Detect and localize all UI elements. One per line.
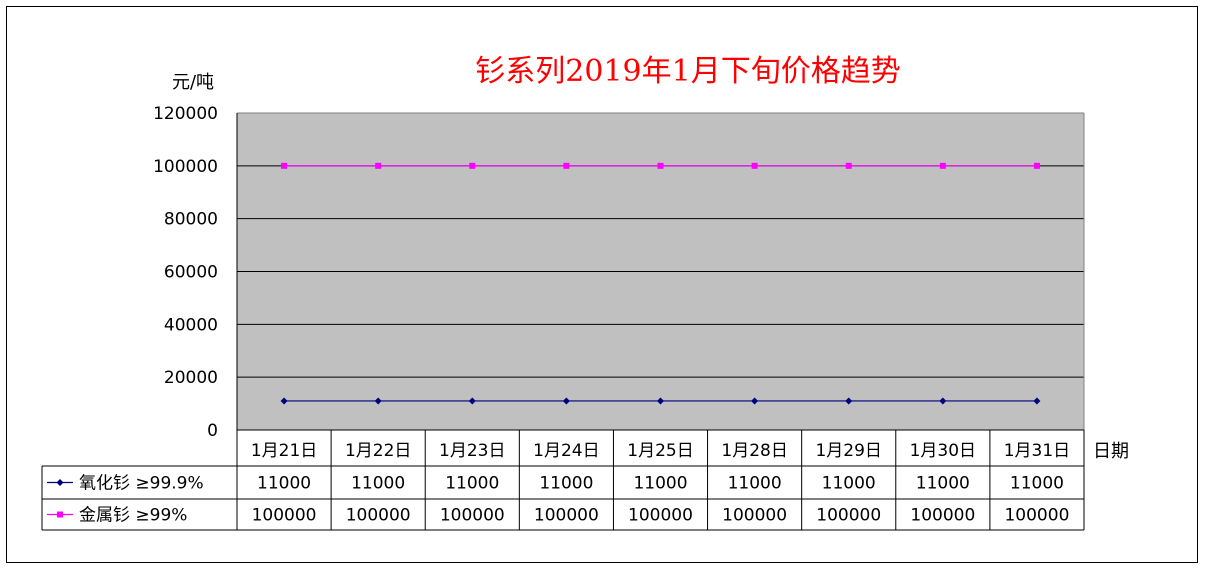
- data-point: [468, 397, 476, 405]
- table-value: 11000: [351, 474, 405, 494]
- data-point: [657, 397, 664, 405]
- data-point: [374, 397, 382, 405]
- data-point: [751, 397, 759, 405]
- data-point: [939, 162, 946, 169]
- x-axis-label: 日期: [1093, 441, 1129, 462]
- x-tick-label: 1月21日: [251, 441, 317, 461]
- table-value: 100000: [440, 506, 505, 526]
- legend-marker: [57, 511, 63, 518]
- table-value: 100000: [722, 506, 787, 526]
- data-point: [280, 397, 288, 405]
- table-value: 11000: [728, 474, 782, 494]
- data-point: [562, 397, 570, 405]
- y-tick-label: 0: [207, 421, 218, 441]
- y-tick-label: 60000: [164, 263, 218, 283]
- data-point: [375, 162, 382, 169]
- y-tick-label: 120000: [153, 104, 218, 124]
- data-point: [1033, 162, 1040, 169]
- x-tick-label: 1月30日: [910, 441, 976, 461]
- table-value: 100000: [346, 506, 411, 526]
- y-tick-label: 80000: [164, 210, 218, 230]
- table-value: 100000: [534, 506, 599, 526]
- data-point: [845, 397, 853, 405]
- data-point: [469, 162, 476, 169]
- table-value: 100000: [628, 506, 693, 526]
- x-tick-label: 1月28日: [721, 441, 787, 461]
- data-point: [657, 162, 664, 169]
- x-tick-label: 1月25日: [627, 441, 693, 461]
- x-tick-label: 1月29日: [815, 441, 881, 461]
- y-tick-label: 100000: [153, 157, 218, 177]
- table-value: 100000: [816, 506, 881, 526]
- legend-label: 氧化钐 ≥99.9%: [79, 474, 204, 494]
- chart-title: 钐系列2019年1月下旬价格趋势: [475, 54, 900, 89]
- legend-marker: [56, 479, 64, 486]
- table-value: 11000: [1010, 474, 1064, 494]
- x-tick-label: 1月24日: [533, 441, 599, 461]
- table-value: 11000: [822, 474, 876, 494]
- legend-label: 金属钐 ≥99%: [79, 506, 187, 526]
- table-value: 100000: [1004, 506, 1069, 526]
- table-value: 11000: [257, 474, 311, 494]
- data-point: [845, 162, 852, 169]
- table-value: 100000: [252, 506, 317, 526]
- x-tick-label: 1月23日: [439, 441, 505, 461]
- table-value: 11000: [633, 474, 687, 494]
- x-tick-label: 1月31日: [1004, 441, 1070, 461]
- table-value: 100000: [910, 506, 975, 526]
- data-point: [939, 397, 947, 405]
- x-tick-label: 1月22日: [345, 441, 411, 461]
- data-point: [751, 162, 758, 169]
- y-tick-label: 40000: [164, 315, 218, 335]
- y-axis-label: 元/吨: [172, 72, 214, 93]
- data-point: [1033, 397, 1041, 405]
- table-value: 11000: [445, 474, 499, 494]
- data-point: [563, 162, 570, 169]
- table-value: 11000: [539, 474, 593, 494]
- data-point: [281, 162, 288, 169]
- y-tick-label: 20000: [164, 368, 218, 388]
- table-value: 11000: [916, 474, 970, 494]
